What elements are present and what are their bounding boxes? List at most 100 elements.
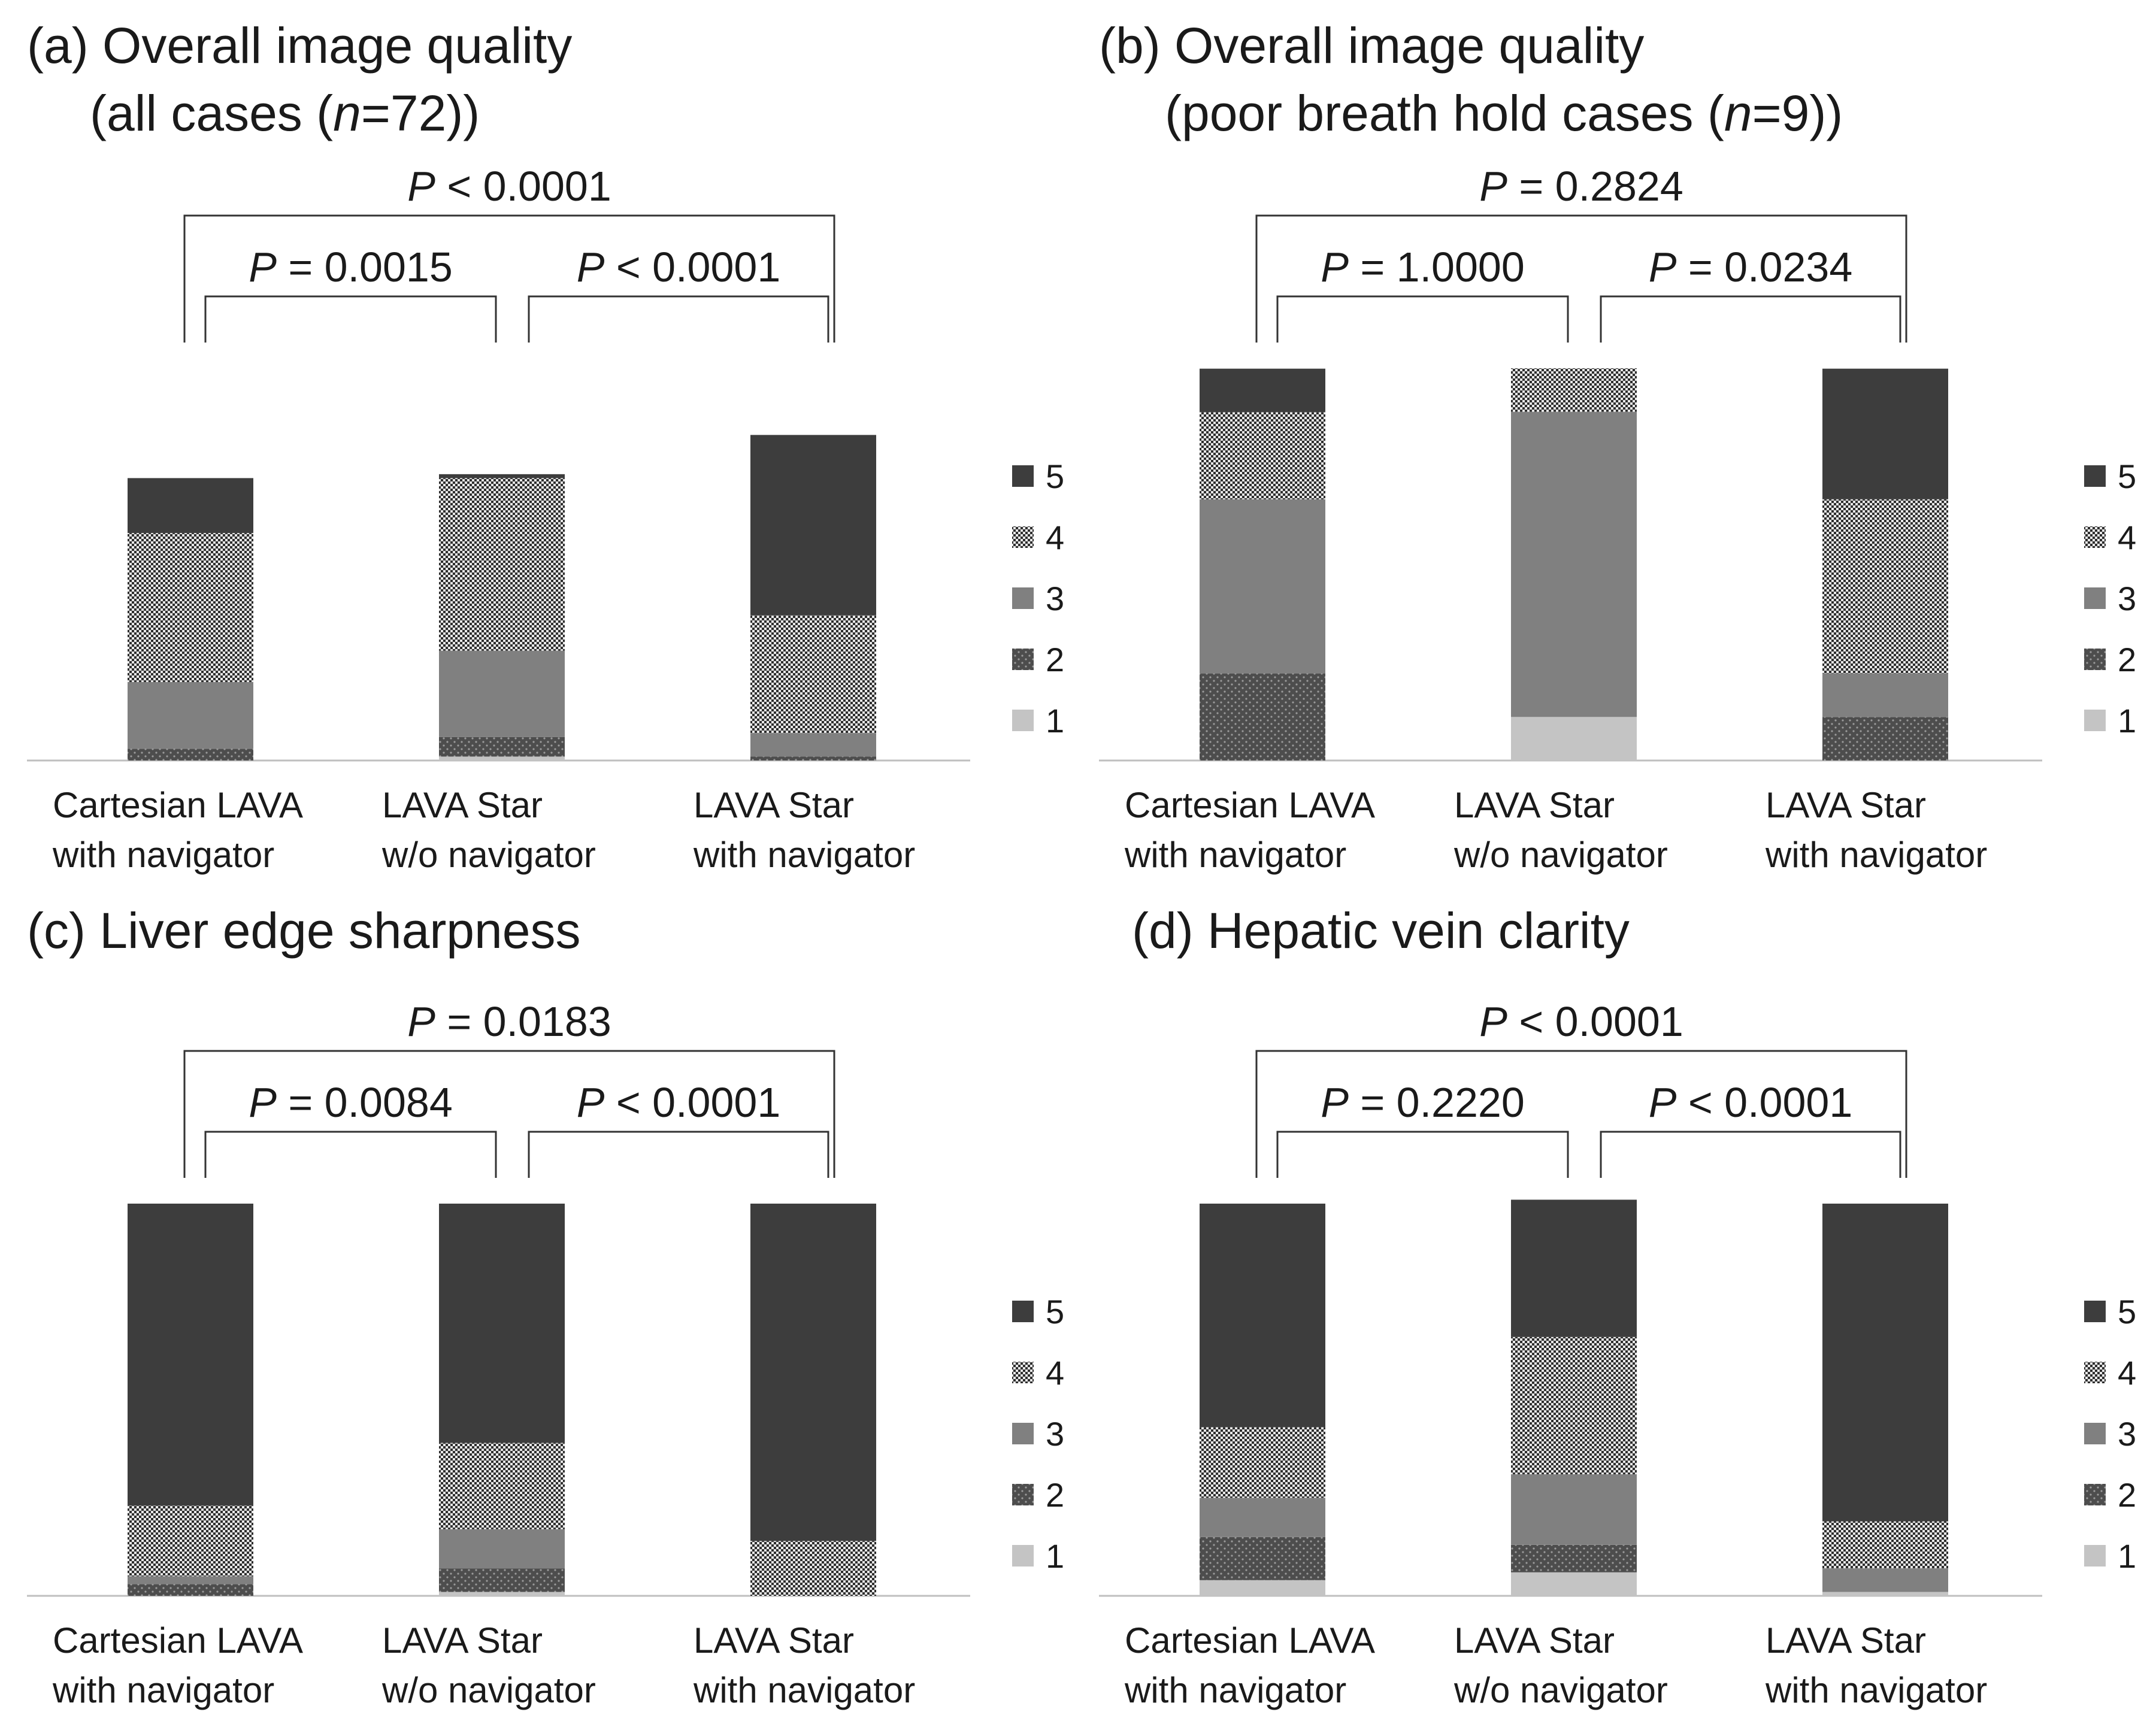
bar-segment-level-3 — [1200, 499, 1325, 674]
category-label: Cartesian LAVA — [53, 1620, 303, 1661]
chart-title: (a) Overall image quality — [27, 17, 572, 74]
bar-segment-level-2 — [439, 1568, 565, 1592]
legend-swatch-4 — [1012, 526, 1034, 548]
bar-segment-level-4 — [750, 1541, 876, 1596]
legend-label-1: 1 — [1046, 702, 1064, 740]
bar-segment-level-3 — [1822, 1568, 1948, 1592]
category-label: Cartesian LAVA — [53, 785, 303, 825]
bar-segment-level-5 — [1822, 368, 1948, 499]
category-label: Cartesian LAVA — [1125, 1620, 1375, 1661]
category-label: LAVA Star — [694, 785, 854, 825]
bar-segment-level-5 — [750, 435, 876, 616]
bar-segment-level-3 — [128, 682, 253, 749]
legend-label-2: 2 — [1046, 641, 1064, 678]
category-label: with navigator — [1124, 1670, 1346, 1710]
chart-subtitle: (all cases (n=72)) — [90, 85, 480, 141]
legend-label-1: 1 — [2118, 702, 2136, 740]
legend-swatch-5 — [1012, 1301, 1034, 1322]
p-value-label: P = 0.0234 — [1649, 244, 1853, 290]
significance-bracket — [204, 295, 497, 343]
bar-segment-level-2 — [128, 749, 253, 761]
legend-swatch-4 — [2084, 1362, 2106, 1383]
legend-swatch-5 — [2084, 465, 2106, 487]
legend-label-4: 4 — [2118, 519, 2136, 556]
legend-label-3: 3 — [2118, 580, 2136, 617]
bar-segment-level-4 — [128, 1505, 253, 1577]
bar-segment-level-3 — [128, 1576, 253, 1584]
legend-label-2: 2 — [2118, 1476, 2136, 1514]
legend-label-4: 4 — [1046, 519, 1064, 556]
legend-label-4: 4 — [2118, 1354, 2136, 1392]
bar-segment-level-5 — [750, 1204, 876, 1541]
significance-bracket — [528, 295, 829, 343]
p-value-label: P = 0.2220 — [1321, 1079, 1525, 1126]
significance-bracket — [1276, 1131, 1569, 1178]
legend-label-3: 3 — [2118, 1415, 2136, 1453]
legend-swatch-1 — [2084, 710, 2106, 731]
bar-segment-level-3 — [1822, 673, 1948, 717]
category-label: LAVA Star — [1766, 1620, 1926, 1661]
p-value-label: P = 1.0000 — [1321, 244, 1525, 290]
chart-title: (d) Hepatic vein clarity — [1132, 902, 1630, 959]
bar-segment-level-1 — [439, 1592, 565, 1596]
p-value-label: P = 0.2824 — [1479, 163, 1683, 210]
chart-panel-2: (b) Overall image quality (poor breath ho… — [1099, 17, 2136, 875]
bar-segment-level-4 — [1200, 412, 1325, 499]
category-label: LAVA Star — [1454, 1620, 1615, 1661]
bar-segment-level-1 — [439, 756, 565, 761]
bar-segment-level-2 — [1200, 1537, 1325, 1580]
bar-segment-level-3 — [439, 650, 565, 737]
bar-segment-level-5 — [1511, 1199, 1637, 1337]
legend-swatch-5 — [1012, 465, 1034, 487]
category-label: with navigator — [52, 835, 274, 875]
p-value-label: P < 0.0001 — [577, 1079, 781, 1126]
category-label: with navigator — [1765, 1670, 1987, 1710]
category-label: LAVA Star — [694, 1620, 854, 1661]
bar-segment-level-4 — [1822, 499, 1948, 674]
category-label: LAVA Star — [1766, 785, 1926, 825]
category-label: LAVA Star — [1454, 785, 1615, 825]
bar-segment-level-3 — [750, 733, 876, 757]
legend-label-1: 1 — [2118, 1537, 2136, 1575]
chart-title: (c) Liver edge sharpness — [27, 902, 580, 959]
legend-label-3: 3 — [1046, 1415, 1064, 1453]
p-value-label: P < 0.0001 — [1479, 998, 1683, 1045]
legend-swatch-2 — [1012, 649, 1034, 670]
bar-segment-level-5 — [1200, 1204, 1325, 1428]
category-label: w/o navigator — [1454, 835, 1668, 875]
bar-segment-level-5 — [1822, 1204, 1948, 1522]
bar-segment-level-4 — [1200, 1427, 1325, 1498]
p-value-label: P = 0.0183 — [407, 998, 611, 1045]
bar-segment-level-1 — [1200, 1580, 1325, 1596]
p-value-label: P < 0.0001 — [577, 244, 781, 290]
bar-segment-level-2 — [750, 756, 876, 761]
panels: (a) Overall image quality (all cases (n=7… — [27, 17, 2136, 1710]
category-label: w/o navigator — [1454, 1670, 1668, 1710]
bar-segment-level-2 — [1200, 673, 1325, 761]
significance-bracket — [1276, 295, 1569, 343]
legend-label-5: 5 — [1046, 1293, 1064, 1331]
bar-segment-level-3 — [1200, 1498, 1325, 1537]
chart-panel-3: (c) Liver edge sharpness Cartesian LAVA wi… — [27, 902, 1064, 1710]
significance-bracket — [528, 1131, 829, 1178]
bar-segment-level-5 — [439, 1204, 565, 1443]
legend-swatch-3 — [2084, 587, 2106, 609]
legend-label-5: 5 — [2118, 1293, 2136, 1331]
p-value-label: P = 0.0084 — [249, 1079, 453, 1126]
bar-segment-level-1 — [1511, 717, 1637, 761]
bar-segment-level-4 — [439, 1443, 565, 1529]
category-label: with navigator — [693, 835, 915, 875]
bar-segment-level-5 — [128, 1204, 253, 1506]
legend-swatch-2 — [2084, 649, 2106, 670]
category-label: LAVA Star — [382, 1620, 543, 1661]
bar-segment-level-4 — [439, 478, 565, 651]
bar-segment-level-4 — [128, 533, 253, 682]
legend-label-1: 1 — [1046, 1537, 1064, 1575]
bar-segment-level-5 — [439, 474, 565, 478]
legend-swatch-4 — [1012, 1362, 1034, 1383]
category-label: with navigator — [693, 1670, 915, 1710]
bar-segment-level-5 — [1200, 368, 1325, 413]
legend-label-4: 4 — [1046, 1354, 1064, 1392]
bar-segment-level-5 — [128, 478, 253, 534]
